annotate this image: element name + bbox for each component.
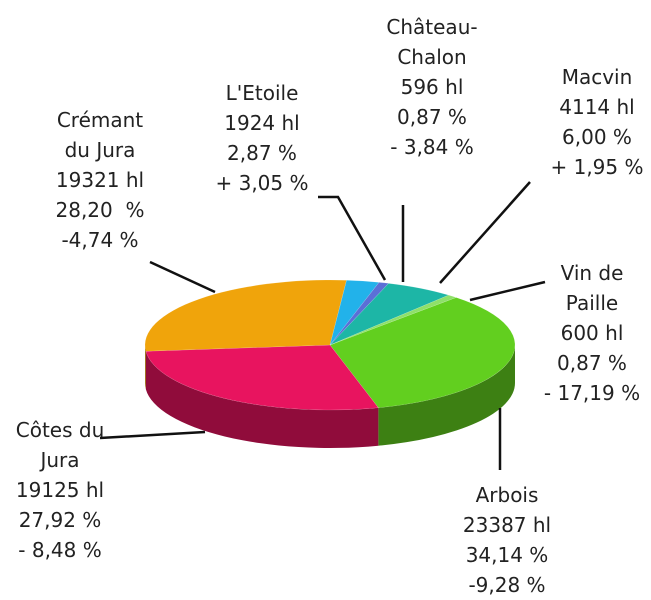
value-label: 0,87 % [557,351,627,375]
slice [329,297,516,409]
slice-label: Vin de Paille 600 hl 0,87 % - 17,19 % [542,258,642,408]
volume-label: 19125 hl [15,478,105,502]
category-label: Vin de Paille [560,261,624,315]
change-label: - 3,84 % [390,135,474,159]
leader-line [469,280,546,302]
slice-side [378,345,515,446]
slice-side [145,351,379,448]
change-label: - 17,19 % [543,381,641,405]
leader-line [149,260,216,294]
change-label: -4,74 % [61,228,139,252]
value-label: 0,87 % [397,105,467,129]
category-label: Macvin [561,65,633,89]
change-label: + 3,05 % [215,171,309,195]
leader-line [99,430,206,440]
category-label: L'Etoile [225,81,299,105]
slice-label: L'Etoile 1924 hl 2,87 % + 3,05 % [207,78,317,198]
value-label: 6,00 % [562,125,632,149]
slice-label: Côtes du Jura 19125 hl 27,92 % - 8,48 % [4,415,116,565]
value-label: 2,87 % [227,141,297,165]
category-label: Côtes du Jura [15,418,105,472]
slice [329,280,380,346]
category-label: Château-Chalon [386,15,478,69]
value-label: 28,20 % [55,198,145,222]
change-label: -9,28 % [468,573,546,597]
slice [329,282,390,346]
volume-label: 19321 hl [55,168,145,192]
volume-label: 1924 hl [224,111,300,135]
volume-label: 4114 hl [559,95,635,119]
slice [145,344,379,411]
change-label: - 8,48 % [18,538,102,562]
volume-label: 596 hl [400,75,464,99]
slice [329,283,450,346]
change-label: + 1,95 % [550,155,644,179]
slice-side [145,345,146,390]
category-label: Arbois [475,483,539,507]
volume-label: 600 hl [560,321,624,345]
value-label: 34,14 % [465,543,549,567]
slice-label: Macvin 4114 hl 6,00 % + 1,95 % [542,62,651,182]
slice [144,279,347,352]
slice-label: Arbois 23387 hl 34,14 % -9,28 % [447,480,567,600]
value-label: 27,92 % [18,508,102,532]
leader-line [318,195,387,281]
category-label: Crémant du Jura [56,108,144,162]
slice-label: Château-Chalon 596 hl 0,87 % - 3,84 % [383,12,481,162]
slice [329,294,457,346]
leader-line [439,181,531,284]
slice-label: Crémant du Jura 19321 hl 28,20 % -4,74 % [41,105,159,255]
volume-label: 23387 hl [462,513,552,537]
